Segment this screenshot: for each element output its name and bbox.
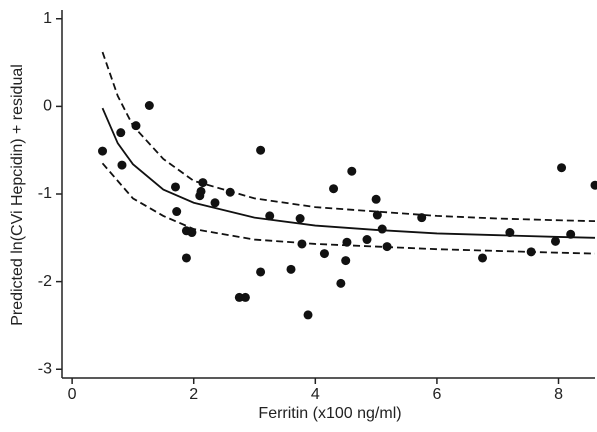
point xyxy=(240,292,250,302)
point xyxy=(505,228,515,238)
point xyxy=(286,264,296,274)
point xyxy=(181,253,191,263)
point xyxy=(371,194,381,204)
point xyxy=(557,163,567,173)
point xyxy=(362,235,372,245)
point xyxy=(341,256,351,266)
point xyxy=(303,310,313,320)
x-tick-label: 4 xyxy=(311,386,320,403)
point xyxy=(336,278,346,288)
point xyxy=(225,187,235,197)
point xyxy=(329,184,339,194)
point xyxy=(526,247,536,257)
point xyxy=(265,211,275,221)
point xyxy=(295,214,305,224)
point xyxy=(297,239,307,249)
y-tick-label: 0 xyxy=(43,98,52,115)
point xyxy=(131,121,141,131)
point xyxy=(478,253,488,263)
y-tick-label: 1 xyxy=(43,10,52,27)
x-tick-label: 6 xyxy=(432,386,441,403)
point xyxy=(342,237,352,247)
y-tick-label: -3 xyxy=(38,360,52,377)
point xyxy=(566,229,576,239)
point xyxy=(144,101,154,111)
point xyxy=(417,213,427,223)
point xyxy=(172,207,182,217)
point xyxy=(382,242,392,252)
x-tick-label: 2 xyxy=(189,386,198,403)
y-tick-label: -1 xyxy=(38,185,52,202)
point xyxy=(377,224,387,234)
point xyxy=(372,210,382,220)
point xyxy=(187,228,197,238)
point xyxy=(116,128,126,138)
point xyxy=(256,267,266,277)
point xyxy=(550,236,560,246)
point xyxy=(117,160,127,170)
y-tick-label: -2 xyxy=(38,273,52,290)
point xyxy=(319,249,329,259)
point xyxy=(590,180,597,190)
point xyxy=(170,182,180,192)
point xyxy=(196,186,206,196)
x-tick-label: 8 xyxy=(554,386,563,403)
x-axis-label: Ferritin (x100 ng/ml) xyxy=(258,405,401,422)
y-axis-label: Predicted ln(CVi Hepcidin) + residual xyxy=(9,64,26,326)
point xyxy=(98,146,108,156)
point xyxy=(210,198,220,208)
point xyxy=(347,166,357,176)
x-tick-label: 0 xyxy=(68,386,77,403)
point xyxy=(198,178,208,188)
confidence-line xyxy=(101,162,596,255)
confidence-line xyxy=(101,51,596,223)
point xyxy=(256,145,266,155)
